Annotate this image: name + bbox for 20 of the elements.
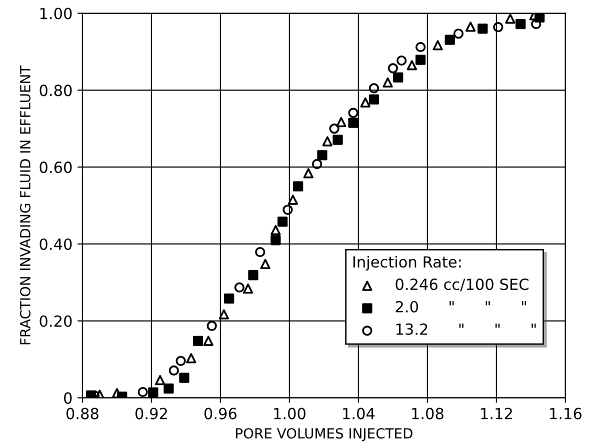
x-tick-label: 0.92 <box>135 408 167 420</box>
x-axis-title: PORE VOLUMES INJECTED <box>236 428 412 442</box>
legend-label: 13.2 " " " <box>396 323 536 335</box>
y-axis-title: FRACTION INVADING FLUID IN EFFLUENT <box>20 65 30 344</box>
x-tick-label: 0.96 <box>204 408 236 420</box>
legend-label: 0.246 cc/100 SEC <box>396 278 528 292</box>
x-tick-label: 1.16 <box>550 408 582 420</box>
y-tick-label: 0.60 <box>40 162 72 174</box>
legend-title: Injection Rate: <box>353 256 461 271</box>
x-tick-label: 1.08 <box>412 408 444 420</box>
y-tick-label: 0.80 <box>40 84 72 96</box>
y-tick-label: 1.00 <box>40 8 72 20</box>
x-tick-label: 0.88 <box>66 408 98 420</box>
x-tick-label: 1.04 <box>343 408 375 420</box>
legend-label: 2.0 " " " <box>396 300 526 313</box>
y-tick-label: 0 <box>64 392 72 404</box>
y-tick-label: 0.20 <box>40 315 72 327</box>
y-tick-label: 0.40 <box>40 238 72 250</box>
x-tick-label: 1.12 <box>481 408 512 420</box>
x-tick-label: 1.00 <box>274 408 306 420</box>
